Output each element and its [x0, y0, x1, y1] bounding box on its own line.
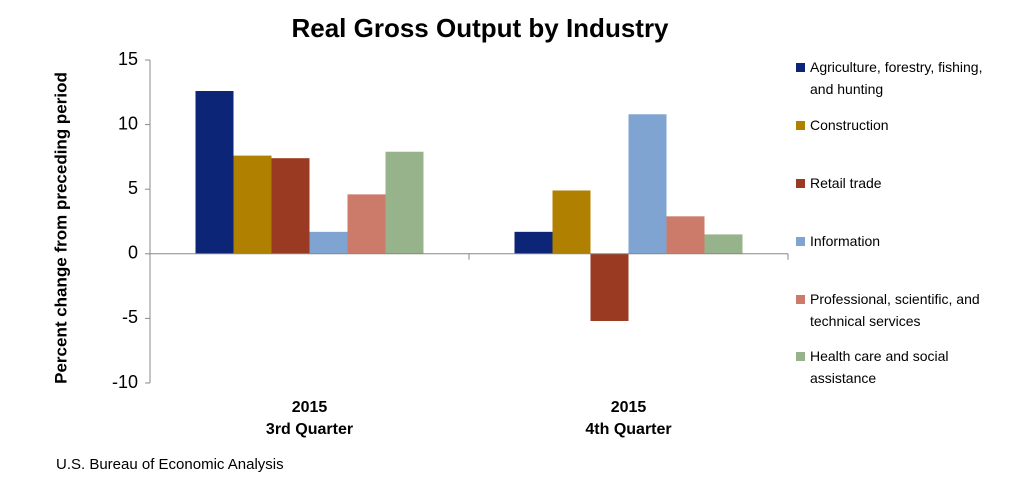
bar: [195, 91, 234, 254]
bar: [233, 155, 272, 254]
legend-swatch: [796, 179, 805, 188]
legend-swatch: [796, 237, 805, 246]
legend-label: Construction: [810, 117, 889, 133]
legend-label: Retail trade: [810, 175, 882, 191]
x-tick-label: 2015 3rd Quarter: [265, 399, 354, 438]
chart-title: Real Gross Output by Industry: [291, 13, 669, 43]
legend-swatch: [796, 295, 805, 304]
y-tick-label: 15: [118, 49, 138, 69]
bar: [347, 194, 386, 254]
bar: [271, 158, 310, 254]
bar: [666, 216, 705, 254]
bar: [552, 190, 591, 254]
legend-label: Health care and social assistance: [810, 348, 949, 386]
bar: [309, 231, 348, 254]
x-tick-label: 2015 4th Quarter: [585, 399, 672, 438]
legend-swatch: [796, 352, 805, 361]
legend-swatch: [796, 121, 805, 130]
bar: [590, 253, 629, 321]
bar: [385, 151, 424, 254]
y-tick-label: -10: [112, 372, 138, 392]
legend-label: Information: [810, 233, 881, 249]
y-tick-label: 0: [128, 243, 138, 263]
y-axis-label: Percent change from preceding period: [51, 72, 70, 384]
legend-label: Agriculture, forestry, fishing, and hunt…: [810, 59, 983, 97]
source: U.S. Bureau of Economic Analysis: [56, 456, 284, 473]
y-tick-label: -5: [122, 307, 138, 327]
legend-label: Professional, scientific, and technical …: [810, 291, 980, 329]
bar: [704, 234, 743, 254]
bar: [514, 231, 553, 254]
y-tick-label: 10: [118, 113, 138, 133]
y-tick-label: 5: [128, 178, 138, 198]
legend-swatch: [796, 63, 805, 72]
bar: [628, 114, 667, 254]
